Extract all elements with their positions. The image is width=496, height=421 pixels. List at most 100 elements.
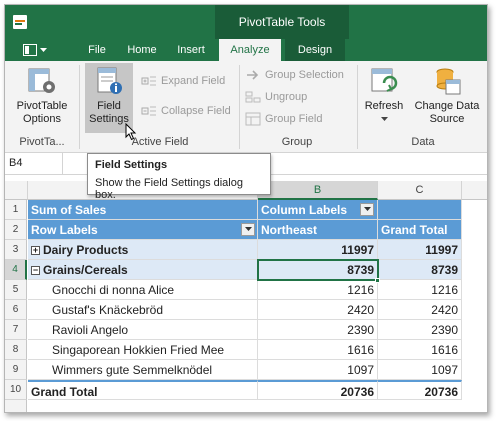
collapse-minus-icon[interactable]: − [31, 265, 40, 275]
app-menu-icon[interactable] [9, 11, 31, 33]
pivot-category-row[interactable]: − Grains/Cereals [28, 260, 258, 280]
row-header[interactable]: 7 [5, 320, 27, 340]
pivot-value-cell[interactable]: 2390 [258, 320, 378, 340]
category-name: Grains/Cereals [43, 263, 128, 277]
pivot-value-cell-active[interactable]: 8739 [258, 260, 378, 280]
pivot-total-cell[interactable]: 2420 [378, 300, 462, 320]
column-labels-filter-button[interactable] [360, 203, 374, 216]
pivot-row-labels[interactable]: Row Labels [28, 220, 258, 240]
pivot-grand-total-value[interactable]: 20736 [258, 380, 378, 400]
mouse-cursor-icon [125, 123, 137, 141]
tab-design[interactable]: Design [285, 39, 345, 61]
pivot-header-empty[interactable] [378, 200, 462, 220]
collapse-field-button[interactable]: Collapse Field [141, 101, 231, 121]
tab-file[interactable]: File [88, 44, 106, 56]
ribbon-tab-bar: File Home Insert Analyze Design [5, 39, 487, 61]
pivot-item-name[interactable]: Wimmers gute Semmelknödel [28, 360, 258, 380]
tab-analyze[interactable]: Analyze [219, 39, 281, 61]
pivottable-options-label-2: Options [23, 113, 61, 125]
refresh-icon [368, 65, 400, 97]
title-bar: PivotTable Tools [5, 5, 487, 39]
pivot-northeast[interactable]: Northeast [258, 220, 378, 240]
chevron-down-icon [380, 117, 388, 121]
pivot-grand-total-value[interactable]: 20736 [378, 380, 462, 400]
row-header[interactable]: 2 [5, 220, 27, 240]
row-header[interactable]: 4 [5, 260, 27, 280]
field-settings-button[interactable]: Field Settings [85, 63, 133, 133]
row-header-blank [5, 400, 27, 412]
pivot-grand-total-label[interactable]: Grand Total [28, 380, 258, 400]
change-data-source-label-2: Source [429, 113, 465, 125]
pivot-sum-of-sales[interactable]: Sum of Sales [28, 200, 258, 220]
row-header[interactable]: 10 [5, 380, 27, 400]
ungroup-label: Ungroup [265, 91, 308, 103]
change-data-source-label-1: Change Data [414, 100, 480, 112]
ungroup-button[interactable]: Ungroup [245, 87, 307, 107]
name-box[interactable]: B4 [5, 153, 63, 174]
change-data-source-icon [431, 65, 463, 97]
ribbon-separator [239, 65, 240, 149]
pivot-value-cell[interactable]: 1616 [258, 340, 378, 360]
row-header[interactable]: 8 [5, 340, 27, 360]
chevron-down-icon [244, 227, 252, 231]
pivot-item-name[interactable]: Gnocchi di nonna Alice [28, 280, 258, 300]
pivot-value-cell[interactable]: 1097 [258, 360, 378, 380]
backstage-menu-button[interactable] [23, 42, 63, 58]
pivot-total-cell[interactable]: 2390 [378, 320, 462, 340]
pivot-grand-total-col[interactable]: Grand Total [378, 220, 462, 240]
pivot-column-labels[interactable]: Column Labels [258, 200, 378, 220]
group-field-label: Group Field [265, 113, 323, 125]
row-header[interactable]: 3 [5, 240, 27, 260]
refresh-label: Refresh [364, 100, 404, 112]
expand-field-label: Expand Field [161, 75, 226, 87]
field-settings-label-2: Settings [89, 113, 129, 125]
group-field-icon [245, 112, 261, 126]
tab-insert[interactable]: Insert [177, 44, 205, 56]
pivot-total-cell[interactable]: 8739 [378, 260, 462, 280]
column-header-c[interactable]: C [378, 181, 462, 200]
pivot-row-labels-text: Row Labels [31, 223, 98, 237]
chevron-down-icon [40, 47, 47, 52]
column-header-b[interactable]: B [258, 181, 378, 200]
pivottable-options-button[interactable]: PivotTable Options [9, 63, 75, 133]
ribbon: PivotTable Options PivotTa... Field Sett… [5, 61, 487, 153]
pivot-total-cell[interactable]: 1216 [378, 280, 462, 300]
pivot-item-name[interactable]: Singaporean Hokkien Fried Mee [28, 340, 258, 360]
pivot-column-labels-text: Column Labels [261, 203, 348, 217]
context-tab-group-title: PivotTable Tools [215, 5, 349, 39]
ribbon-separator [357, 65, 358, 149]
expand-field-button[interactable]: Expand Field [141, 71, 225, 91]
row-labels-filter-button[interactable] [241, 223, 255, 236]
refresh-button[interactable]: Refresh [361, 63, 407, 133]
pivottable-options-label-1: PivotTable [16, 100, 68, 112]
pivot-item-name[interactable]: Gustaf's Knäckebröd [28, 300, 258, 320]
group-label-active-field: Active Field [131, 136, 189, 148]
expand-plus-icon[interactable]: + [31, 245, 40, 255]
row-header[interactable]: 1 [5, 200, 27, 220]
tooltip-description: Show the Field Settings dialog box. [95, 177, 243, 201]
tab-home[interactable]: Home [127, 44, 157, 56]
pivot-total-cell[interactable]: 11997 [378, 240, 462, 260]
pivot-item-name[interactable]: Ravioli Angelo [28, 320, 258, 340]
group-selection-button[interactable]: Group Selection [245, 65, 344, 85]
pivot-value-cell[interactable]: 1216 [258, 280, 378, 300]
pivot-value-cell[interactable]: 2420 [258, 300, 378, 320]
pivot-value-cell[interactable]: 11997 [258, 240, 378, 260]
row-header[interactable]: 5 [5, 280, 27, 300]
tooltip-title: Field Settings [95, 159, 168, 171]
row-header[interactable]: 9 [5, 360, 27, 380]
pivot-category-row[interactable]: + Dairy Products [28, 240, 258, 260]
change-data-source-button[interactable]: Change Data Source [413, 63, 481, 133]
expand-field-icon [141, 76, 156, 86]
pivot-total-cell[interactable]: 1097 [378, 360, 462, 380]
pivottable-options-icon [26, 65, 58, 97]
pivot-total-cell[interactable]: 1616 [378, 340, 462, 360]
select-all-corner[interactable] [5, 181, 28, 200]
group-field-button[interactable]: Group Field [245, 109, 322, 129]
ribbon-separator [79, 65, 80, 149]
arrow-right-icon [247, 70, 259, 80]
row-header[interactable]: 6 [5, 300, 27, 320]
app-window: PivotTable Tools File Home Insert Analyz… [4, 4, 488, 413]
fill-handle[interactable] [375, 278, 380, 283]
field-settings-tooltip: Field Settings Show the Field Settings d… [87, 153, 271, 201]
